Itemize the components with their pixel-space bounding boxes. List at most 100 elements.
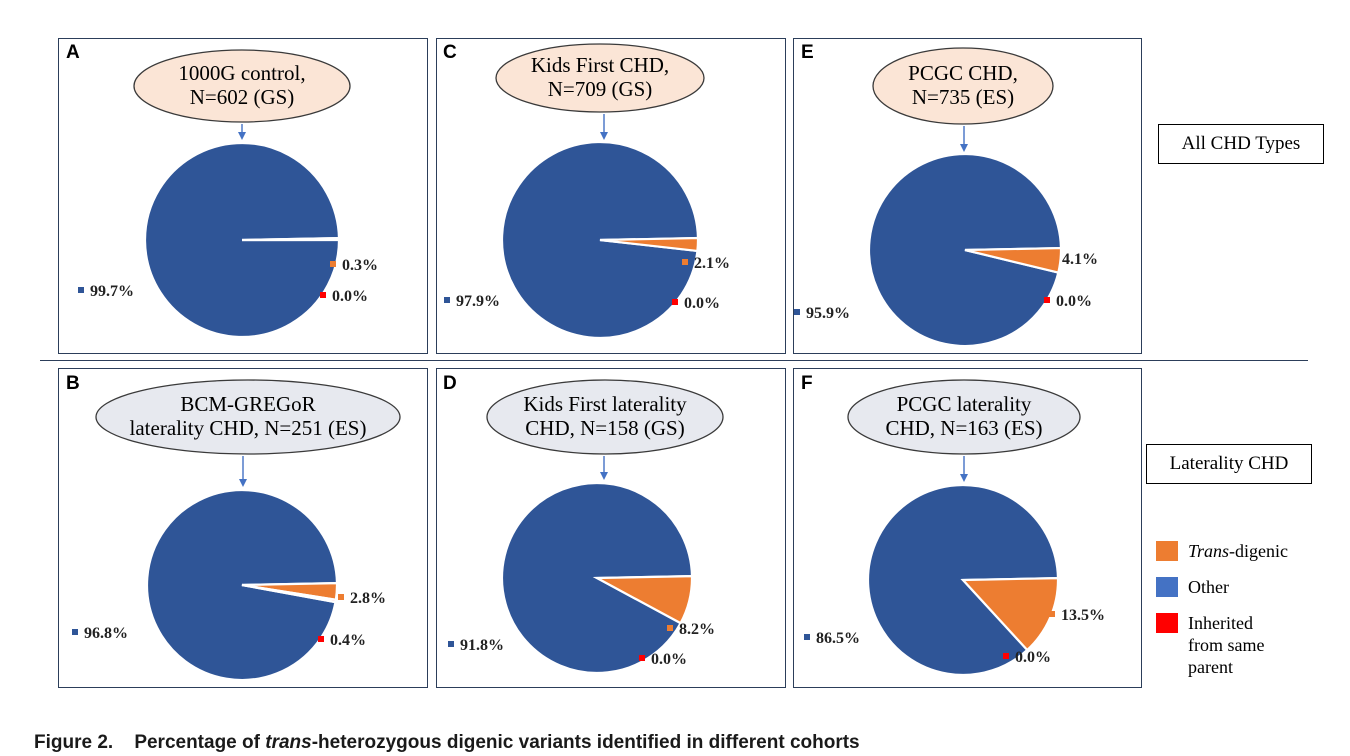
cohort-title-c-line-2: N=709 (GS) [548,77,653,101]
data-label-other-b: 96.8% [84,625,128,642]
pie-chart-c: Kids First CHD,N=709 (GS) 97.9% 2.1% 0.0% [444,43,730,340]
row-divider [40,360,1308,361]
data-label-inherited-d: 0.0% [651,651,687,668]
pie-slice-trans-digenic-e [964,246,1063,274]
cohort-title-d-line-1: Kids First laterality [523,392,687,416]
panel-letter-e: E [801,42,814,63]
legend-item-trans-digenic: Trans-digenic [1156,540,1318,562]
label-marker-other-c [444,297,450,303]
label-marker-trans-digenic-a [330,261,336,267]
legend: Trans-digenic Other Inherited from same … [1156,540,1318,692]
caption-text-post: -heterozygous digenic variants identifie… [311,732,860,753]
caption-label: Figure 2. [34,732,114,753]
data-label-trans-digenic-d: 8.2% [679,621,715,638]
arrow-head-b [239,479,247,487]
cohort-oval-e [872,47,1054,125]
label-marker-inherited-f [1003,653,1009,659]
panel-b-frame [58,368,428,688]
cohort-title-e-line-1: PCGC CHD, [908,61,1018,85]
label-marker-trans-digenic-e [1050,255,1056,261]
data-label-inherited-b: 0.4% [330,632,366,649]
figure-caption: Figure 2. Percentage of trans-heterozygo… [34,732,860,754]
cohort-title-a-line-1: 1000G control, [178,61,305,85]
data-label-inherited-f: 0.0% [1015,649,1051,666]
arrow-head-f [960,474,968,482]
legend-label-trans-italic: Trans [1188,541,1230,561]
cohort-title-c-line-1: Kids First CHD, [531,53,669,77]
label-marker-other-f [804,634,810,640]
data-label-other-d: 91.8% [460,637,504,654]
pie-chart-e: PCGC CHD,N=735 (ES) 95.9% 4.1% 0.0% [794,47,1098,348]
cohort-oval-a [133,49,351,123]
data-label-other-e: 95.9% [806,305,850,322]
panel-c-frame [436,38,786,354]
legend-item-other: Other [1156,576,1318,598]
panel-letter-c: C [443,42,457,63]
label-marker-inherited-b [318,636,324,642]
arrow-head-c [600,132,608,140]
pie-charts-canvas: 1000G control,N=602 (GS)99.7%0.3%0.0%Kid… [72,43,1105,682]
cohort-oval-b [95,379,401,455]
data-label-inherited-e: 0.0% [1056,293,1092,310]
legend-swatch-trans-digenic [1156,541,1178,561]
label-marker-other-a [78,287,84,293]
label-marker-other-b [72,629,78,635]
pie-slice-trans-digenic-f [960,576,1060,652]
cohort-oval-c [495,43,705,113]
pie-slice-inherited-b [241,583,338,604]
cohort-oval-f [847,379,1081,455]
label-marker-inherited-d [639,655,645,661]
pie-slice-trans-digenic-c [599,236,700,253]
panel-d-frame [436,368,786,688]
label-marker-trans-digenic-b [338,594,344,600]
data-label-inherited-a: 0.0% [332,288,368,305]
caption-text-pre: Percentage of [134,732,266,753]
arrow-head-d [600,472,608,480]
legend-label-inherited: Inherited from same parent [1188,613,1265,677]
data-label-inherited-c: 0.0% [684,295,720,312]
data-label-trans-digenic-b: 2.8% [350,590,386,607]
data-label-other-a: 99.7% [90,283,134,300]
legend-label-other: Other [1188,577,1229,597]
label-marker-other-d [448,641,454,647]
cohort-oval-d [486,379,724,455]
panel-f-frame [793,368,1142,688]
panel-letter-d: D [443,373,457,394]
label-marker-inherited-a [320,292,326,298]
data-label-trans-digenic-c: 2.1% [694,255,730,272]
legend-swatch-inherited [1156,613,1178,633]
pie-slice-trans-digenic-d [592,574,694,625]
cohort-title-e-line-2: N=735 (ES) [912,85,1014,109]
arrow-head-a [238,132,246,140]
data-label-trans-digenic-a: 0.3% [342,257,378,274]
data-label-other-f: 86.5% [816,630,860,647]
legend-item-inherited: Inherited from same parent [1156,612,1318,678]
panel-e-frame [793,38,1142,354]
row-label-all-chd-types: All CHD Types [1158,124,1324,164]
cohort-title-a-line-2: N=602 (GS) [190,85,295,109]
data-label-other-c: 97.9% [456,293,500,310]
label-marker-trans-digenic-c [682,259,688,265]
data-label-trans-digenic-e: 4.1% [1062,251,1098,268]
panel-letter-f: F [801,373,813,394]
cohort-title-f-line-2: CHD, N=163 (ES) [885,416,1042,440]
panel-letter-b: B [66,373,80,394]
pie-chart-a: 1000G control,N=602 (GS) 99.7% 0.3% 0.0% [78,49,378,339]
label-marker-inherited-e [1044,297,1050,303]
row-label-laterality-chd: Laterality CHD [1146,444,1312,484]
cohort-title-b-line-2: laterality CHD, N=251 (ES) [130,416,367,440]
panel-a-frame [58,38,428,354]
legend-label-trans-digenic: -digenic [1229,541,1289,561]
panel-letter-a: A [66,42,80,63]
label-marker-trans-digenic-d [667,625,673,631]
caption-text-italic: trans [265,732,312,753]
arrow-head-e [960,144,968,152]
pie-slice-trans-digenic-a [241,236,341,242]
cohort-title-b-line-1: BCM-GREGoR [180,392,315,416]
data-label-trans-digenic-f: 13.5% [1061,607,1105,624]
label-marker-trans-digenic-f [1049,611,1055,617]
label-marker-inherited-c [672,299,678,305]
